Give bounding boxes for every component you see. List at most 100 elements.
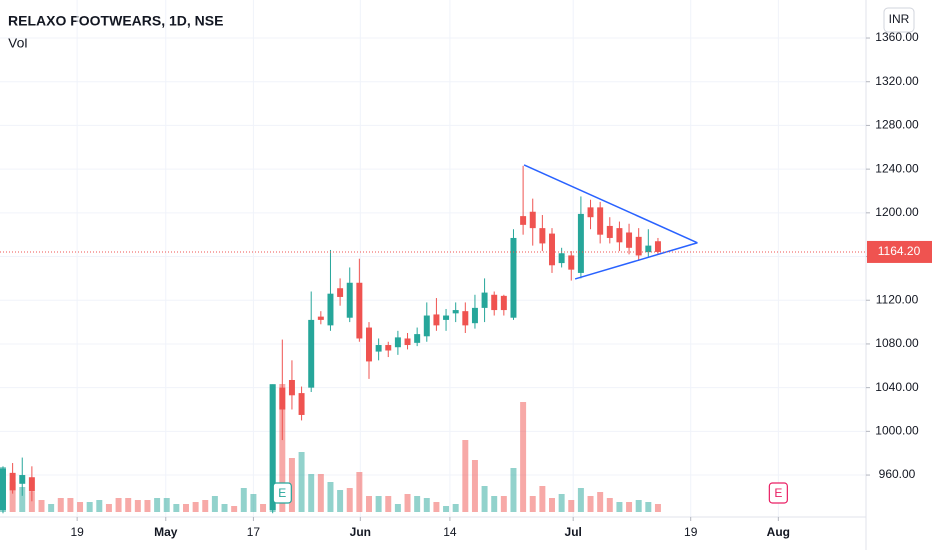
price-axis-bg bbox=[866, 0, 932, 550]
volume-bar bbox=[337, 490, 344, 512]
event-marker bbox=[272, 482, 292, 504]
volume-bar bbox=[115, 498, 122, 512]
x-tick-label: 17 bbox=[247, 525, 261, 539]
candle-body bbox=[337, 288, 344, 297]
y-tick-label: 1000.00 bbox=[875, 424, 919, 438]
y-tick-label: 1240.00 bbox=[875, 161, 919, 175]
volume-bar bbox=[423, 498, 430, 512]
x-tick-label: 14 bbox=[443, 525, 457, 539]
y-tick-label: 1080.00 bbox=[875, 336, 919, 350]
candle-body bbox=[327, 293, 334, 326]
volume-bar bbox=[539, 486, 546, 512]
y-tick-label: 960.00 bbox=[879, 467, 916, 481]
volume-bar bbox=[481, 486, 488, 512]
candle-body bbox=[9, 472, 16, 491]
volume-bar bbox=[105, 504, 112, 512]
volume-bar bbox=[231, 506, 238, 512]
candle-body bbox=[19, 475, 26, 484]
volume-bar bbox=[211, 496, 218, 512]
candle-body bbox=[317, 316, 324, 320]
volume-bar bbox=[96, 500, 103, 512]
volume-bar bbox=[587, 496, 594, 512]
candle-body bbox=[635, 236, 642, 256]
volume-bar bbox=[385, 496, 392, 512]
last-price-badge bbox=[867, 240, 932, 263]
candle-body bbox=[626, 232, 633, 248]
x-tick-label: Jul bbox=[565, 525, 582, 539]
currency-label: INR bbox=[889, 12, 910, 26]
candle-body bbox=[462, 311, 469, 326]
candle-body bbox=[606, 225, 613, 238]
candle-body bbox=[597, 207, 604, 235]
volume-bar bbox=[616, 502, 623, 512]
candle-body bbox=[433, 314, 440, 326]
y-tick-label: 1200.00 bbox=[875, 205, 919, 219]
candle-body bbox=[654, 241, 661, 252]
candle-body bbox=[520, 216, 527, 225]
volume-bar bbox=[597, 492, 604, 512]
volume-title: Vol bbox=[8, 35, 27, 51]
volume-bar bbox=[250, 494, 257, 512]
volume-bar bbox=[288, 458, 295, 512]
volume-bar bbox=[221, 504, 228, 512]
event-label: E bbox=[774, 486, 782, 500]
volume-bar bbox=[404, 494, 411, 512]
candle-body bbox=[616, 228, 623, 243]
candle-body bbox=[481, 292, 488, 308]
candle-body bbox=[375, 345, 382, 352]
volume-bar bbox=[192, 502, 199, 512]
volume-bar bbox=[346, 488, 353, 512]
candle-body bbox=[298, 393, 305, 415]
volume-bar bbox=[520, 402, 527, 512]
candle-body bbox=[356, 282, 363, 339]
candle-body bbox=[404, 338, 411, 346]
volume-bar bbox=[279, 384, 286, 512]
volume-bar bbox=[183, 504, 189, 512]
candle-body bbox=[394, 337, 401, 348]
candle-body bbox=[577, 213, 584, 273]
volume-bar bbox=[144, 500, 151, 512]
candle-body bbox=[28, 477, 35, 492]
volume-bar bbox=[67, 498, 74, 512]
candle-body bbox=[558, 253, 565, 264]
volume-bar bbox=[529, 496, 536, 512]
volume-bar bbox=[654, 504, 661, 512]
candle-body bbox=[510, 237, 517, 318]
volume-bar bbox=[57, 498, 64, 512]
chart-title: RELAXO FOOTWEARS, 1D, NSE bbox=[8, 13, 223, 29]
candle-body bbox=[645, 245, 652, 253]
volume-bar bbox=[626, 502, 633, 512]
currency-badge bbox=[883, 7, 915, 33]
x-tick-label: 19 bbox=[684, 525, 698, 539]
volume-bar bbox=[549, 498, 555, 512]
volume-bar bbox=[375, 496, 382, 512]
time-axis-bg bbox=[0, 517, 866, 550]
x-tick-label: May bbox=[154, 525, 178, 539]
volume-bar bbox=[443, 506, 450, 512]
event-label: E bbox=[278, 486, 286, 500]
candle-body bbox=[385, 345, 392, 351]
volume-bar bbox=[462, 440, 469, 512]
volume-bar bbox=[471, 460, 478, 512]
candle-body bbox=[491, 294, 498, 311]
volume-bar bbox=[366, 496, 372, 512]
candle-body bbox=[269, 384, 276, 511]
y-tick-label: 1320.00 bbox=[875, 74, 919, 88]
volume-bar bbox=[606, 498, 613, 512]
candle-body bbox=[288, 379, 295, 396]
volume-bar bbox=[86, 502, 93, 512]
volume-bar bbox=[356, 472, 363, 512]
candle-body bbox=[0, 468, 6, 511]
volume-bar bbox=[558, 494, 565, 512]
candle-body bbox=[471, 307, 478, 324]
volume-bar bbox=[635, 500, 642, 512]
volume-bar bbox=[645, 502, 652, 512]
candle-body bbox=[452, 310, 459, 314]
x-tick-label: Aug bbox=[767, 525, 790, 539]
volume-bar bbox=[317, 474, 324, 512]
volume-bar bbox=[510, 468, 517, 512]
volume-bar bbox=[9, 482, 16, 512]
candle-body bbox=[500, 295, 507, 311]
y-tick-label: 1280.00 bbox=[875, 118, 919, 132]
